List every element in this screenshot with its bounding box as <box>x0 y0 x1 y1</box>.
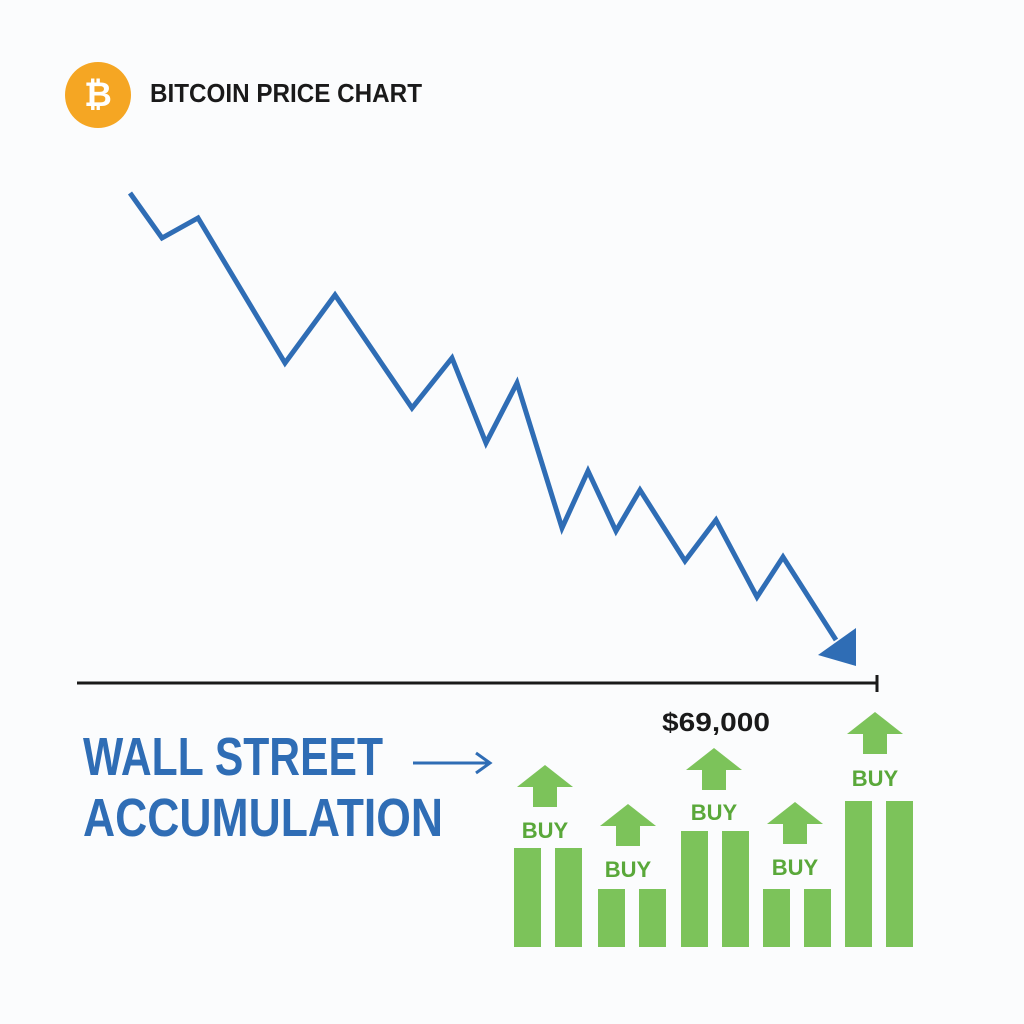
price-line <box>127 191 839 642</box>
price-arrowhead <box>818 628 856 666</box>
caption-line: WALL STREET <box>83 727 383 787</box>
buy-label: BUY <box>772 855 819 880</box>
bar <box>639 889 666 947</box>
buy-label: BUY <box>605 857 652 882</box>
buy-label: BUY <box>522 818 569 843</box>
caption-arrow-head <box>475 751 493 775</box>
bitcoin-icon <box>65 62 131 128</box>
buy-label: BUY <box>691 800 738 825</box>
caption-line: ACCUMULATION <box>83 788 443 848</box>
bar <box>886 801 913 947</box>
buy-arrow-head <box>767 802 823 824</box>
buy-arrow-shaft <box>702 769 726 790</box>
buy-arrow-head <box>600 804 656 826</box>
bar <box>804 889 831 947</box>
buy-arrow-shaft <box>533 786 557 807</box>
buy-arrow-shaft <box>783 823 807 844</box>
buy-bars: BUY BUY BUY BUY BUY <box>514 712 913 947</box>
bar <box>722 831 749 947</box>
buy-arrow-head <box>686 748 742 770</box>
buy-arrow-shaft <box>863 733 887 754</box>
price-label: $69,000 <box>662 707 770 737</box>
buy-arrow-shaft <box>616 825 640 846</box>
buy-arrow-head <box>847 712 903 734</box>
bar <box>845 801 872 947</box>
bar <box>598 889 625 947</box>
title: BITCOIN PRICE CHART <box>150 78 422 108</box>
bar <box>514 848 541 947</box>
buy-arrow-head <box>517 765 573 787</box>
bar <box>763 889 790 947</box>
bar <box>555 848 582 947</box>
bar <box>681 831 708 947</box>
buy-label: BUY <box>852 766 899 791</box>
bitcoin-symbol: ₿ <box>84 76 112 114</box>
